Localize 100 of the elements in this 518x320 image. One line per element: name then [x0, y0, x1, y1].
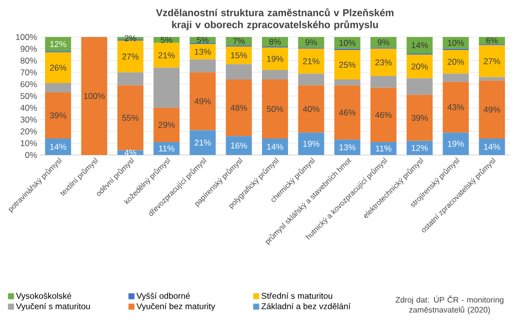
bar	[298, 74, 324, 86]
y-tick-label: 30%	[20, 116, 37, 123]
bar	[442, 82, 469, 133]
data-label: 19%	[303, 140, 320, 147]
bar	[45, 92, 72, 138]
data-label: 5%	[160, 36, 172, 43]
y-tick-label: 40%	[20, 104, 37, 111]
y-tick-label: 0%	[25, 152, 37, 158]
bar	[45, 37, 72, 52]
bar	[226, 37, 252, 46]
data-label: 21%	[194, 140, 211, 146]
data-label: 11%	[159, 146, 174, 152]
data-label: 6%	[486, 38, 498, 44]
data-label: 19%	[448, 140, 464, 147]
legend-label: Vyšší odborné	[136, 292, 190, 301]
data-label: 46%	[375, 112, 392, 118]
bar	[154, 108, 180, 142]
bar	[334, 50, 360, 80]
data-label: 14%	[50, 144, 66, 150]
bar	[298, 48, 324, 74]
bar	[262, 48, 288, 70]
bar	[226, 46, 252, 64]
bar	[298, 37, 324, 48]
data-label: 27%	[484, 58, 500, 64]
bar	[370, 76, 396, 88]
bar	[154, 68, 180, 108]
bar	[334, 140, 360, 155]
y-tick-label: 50%	[20, 93, 37, 99]
data-label: 14%	[412, 42, 428, 48]
data-label: 7%	[233, 38, 245, 44]
data-label: 21%	[158, 52, 175, 58]
data-label: 49%	[484, 106, 500, 113]
legend-label: Vysokoškolské	[16, 292, 72, 301]
legend-label: Střední s maturitou	[262, 292, 332, 299]
data-label: 8%	[269, 38, 281, 45]
data-label: 12%	[412, 144, 428, 151]
data-label: 27%	[122, 53, 139, 60]
data-label: 100%	[84, 93, 105, 99]
data-label: 19%	[267, 56, 284, 62]
bar	[190, 59, 216, 72]
bar	[117, 72, 144, 86]
bar	[45, 138, 72, 155]
bar	[334, 79, 360, 86]
legend-label: Vyučení s maturitou	[16, 302, 90, 311]
data-label: 15%	[231, 52, 248, 58]
y-tick-label: 10%	[20, 140, 37, 146]
data-label: 40%	[302, 106, 320, 112]
bar	[298, 85, 324, 133]
chart-title: Vzdělanostní struktura zaměstnanců v Plzeňském kraji v oborech zpracovatelského průmyslu	[156, 8, 394, 30]
data-label: 48%	[230, 104, 248, 111]
data-label: 5%	[196, 36, 209, 43]
bar	[406, 37, 433, 54]
y-tick-label: 20%	[20, 128, 37, 134]
bar	[262, 70, 288, 80]
data-label: 16%	[231, 142, 248, 149]
bar	[370, 142, 396, 155]
bar	[442, 50, 469, 74]
bar	[406, 140, 433, 155]
data-label: 21%	[303, 58, 320, 64]
bar	[190, 72, 216, 130]
data-label: 10%	[448, 40, 464, 46]
bar	[478, 77, 505, 81]
bar	[334, 85, 360, 140]
data-label: 20%	[448, 58, 464, 65]
bar	[478, 45, 505, 78]
bar	[370, 37, 396, 48]
data-label: 46%	[339, 110, 356, 116]
data-label: 9%	[378, 39, 390, 46]
bar	[442, 132, 469, 155]
bar	[190, 130, 216, 155]
data-label: 23%	[375, 59, 392, 66]
bar	[262, 138, 288, 155]
data-label: 10%	[339, 40, 356, 46]
data-label: 55%	[122, 114, 139, 121]
bar	[334, 37, 360, 49]
bar	[117, 40, 144, 72]
legend-label: Vyučení bez maturity	[136, 302, 216, 311]
bar	[442, 74, 469, 82]
data-label: 25%	[339, 62, 356, 68]
bar	[406, 54, 433, 78]
data-label: 39%	[50, 112, 66, 118]
bar	[478, 80, 505, 138]
bar	[442, 37, 469, 49]
data-label: 13%	[194, 48, 211, 55]
bar	[117, 85, 144, 150]
bar	[45, 52, 72, 84]
data-label: 4%	[124, 150, 136, 156]
data-label: 13%	[339, 144, 356, 150]
data-label: 11%	[376, 146, 392, 152]
bar	[226, 136, 252, 155]
legend-label: Základní a bez vzdělání	[261, 302, 351, 310]
bar	[81, 37, 108, 155]
bar	[478, 138, 505, 155]
bar	[370, 48, 396, 76]
bar	[154, 142, 180, 155]
data-label: 39%	[411, 114, 428, 121]
data-label: 20%	[412, 64, 428, 70]
data-label: 29%	[158, 122, 175, 128]
bar	[262, 79, 288, 138]
bar	[190, 44, 216, 60]
